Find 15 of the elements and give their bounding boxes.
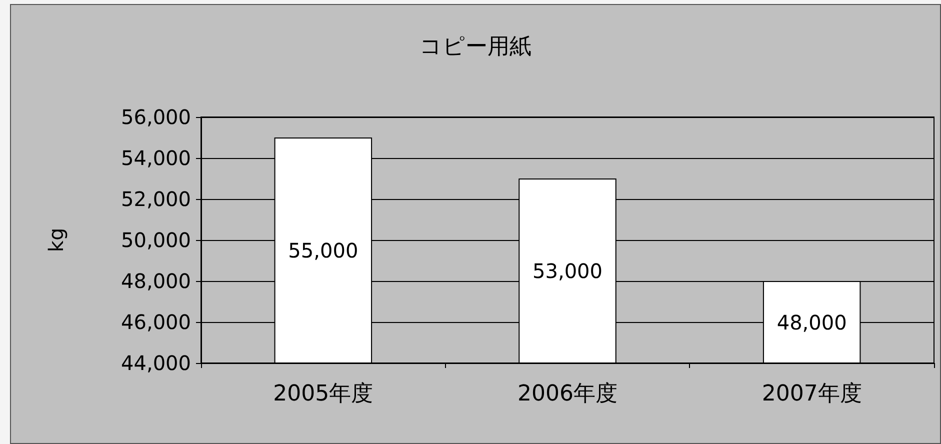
- x-tick-label: 2006年度: [518, 382, 618, 406]
- y-tick-label: 52,000: [121, 187, 191, 211]
- x-tick-label: 2005年度: [273, 382, 374, 406]
- y-tick-label: 46,000: [121, 310, 191, 334]
- x-tick-label: 2007年度: [762, 382, 862, 406]
- data-label: 48,000: [776, 310, 847, 334]
- y-tick-label: 44,000: [121, 351, 191, 375]
- data-label: 55,000: [288, 238, 358, 262]
- y-tick-label: 50,000: [121, 228, 191, 252]
- y-tick-label: 54,000: [121, 146, 191, 170]
- y-axis-title: kg: [44, 228, 68, 252]
- y-tick-label: 56,000: [121, 105, 191, 129]
- data-label: 53,000: [532, 259, 602, 283]
- chart-title: コピー用紙: [420, 34, 532, 60]
- y-tick-label: 48,000: [121, 269, 191, 293]
